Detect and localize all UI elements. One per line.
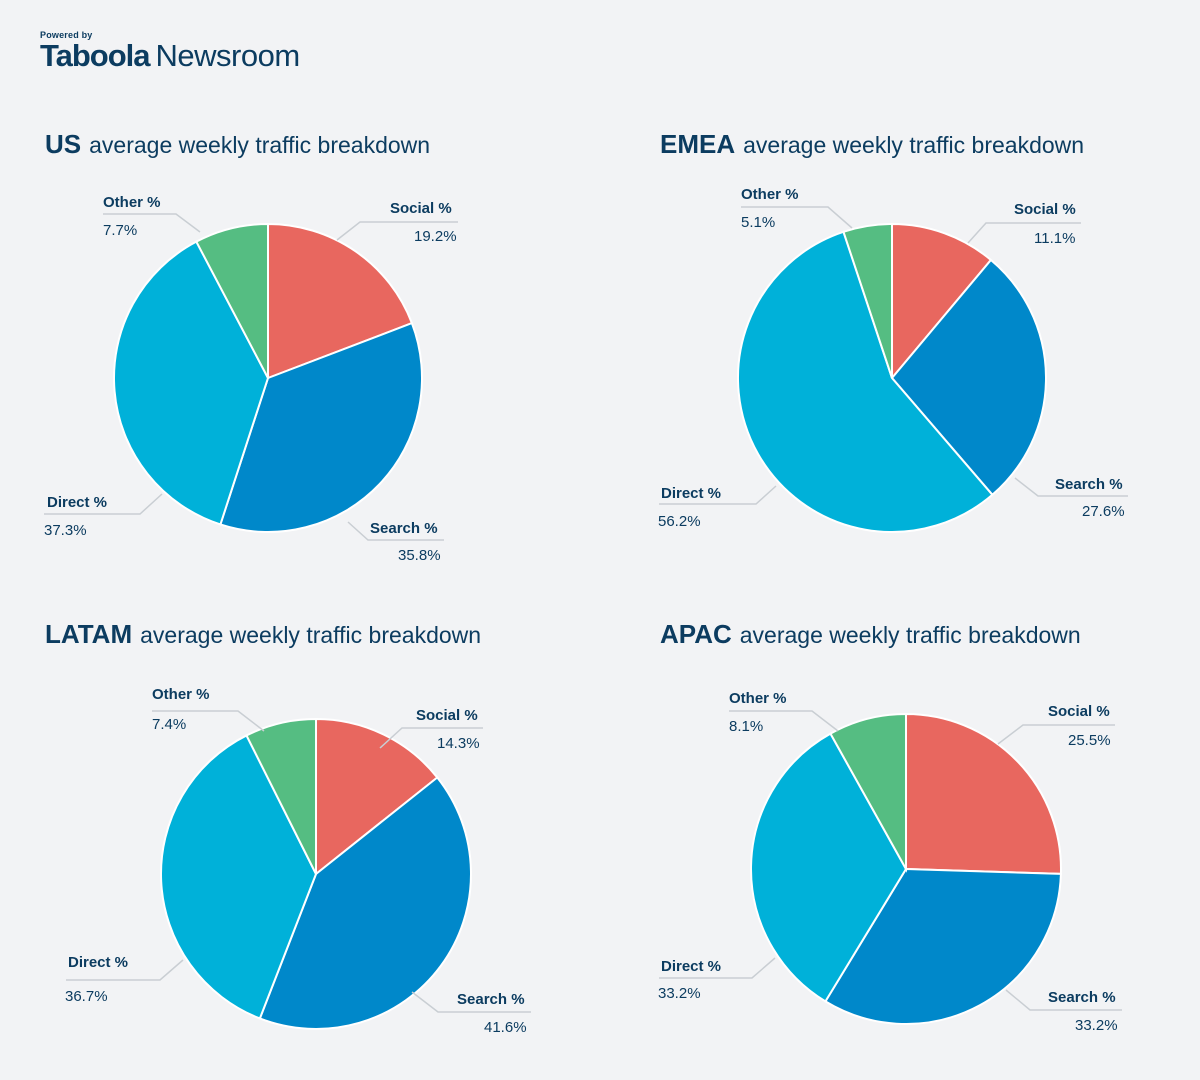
pie-slice-other (245, 717, 317, 875)
chart-title: APAC average weekly traffic breakdown (660, 619, 1081, 649)
chart-title-text: average weekly traffic breakdown (743, 132, 1084, 158)
leader-line-social (967, 222, 1081, 244)
pie-slice-social (905, 712, 1062, 875)
taboola-wordmark: Taboola (40, 38, 151, 73)
slice-value-other: 8.1% (729, 718, 763, 735)
pie-slice-direct (113, 240, 270, 526)
leader-line-search (411, 991, 531, 1013)
pie-slice-search (258, 776, 472, 1030)
leader-line-search (1005, 989, 1122, 1011)
leader-line-other (729, 710, 839, 732)
slice-label-direct: Direct % (47, 494, 107, 511)
powered-by-text: Powered by (40, 30, 93, 40)
pie-slice-social (267, 222, 414, 380)
chart-title: US average weekly traffic breakdown (45, 129, 430, 159)
slice-value-direct: 33.2% (658, 985, 701, 1002)
leader-line-other (741, 206, 853, 229)
chart-title-region: EMEA (660, 129, 735, 159)
slice-value-search: 35.8% (398, 547, 441, 564)
brand-logo: Powered by Taboola Newsroom (40, 30, 300, 71)
chart-title-text: average weekly traffic breakdown (140, 622, 481, 648)
slice-label-other: Other % (152, 686, 210, 703)
slice-value-social: 14.3% (437, 735, 480, 752)
slice-value-social: 11.1% (1034, 230, 1075, 247)
slice-label-other: Other % (729, 690, 787, 707)
slice-value-social: 25.5% (1068, 732, 1111, 749)
chart-title-text: average weekly traffic breakdown (89, 132, 430, 158)
slice-value-other: 7.7% (103, 222, 137, 239)
slice-value-direct: 56.2% (658, 513, 701, 530)
pie-slice-social (891, 222, 993, 381)
slice-label-search: Search % (1055, 476, 1123, 493)
chart-title-region: US (45, 129, 81, 159)
leader-line-social (997, 724, 1115, 745)
leader-line-search (347, 521, 444, 541)
pie-chart-apac: APAC average weekly traffic breakdown Soci… (658, 619, 1122, 1034)
pie-chart-emea: EMEA average weekly traffic breakdown Soci… (658, 129, 1128, 533)
pie-slice-search (890, 258, 1047, 497)
chart-title-region: LATAM (45, 619, 132, 649)
slice-label-direct: Direct % (68, 954, 128, 971)
pie-slice-social (315, 717, 439, 877)
chart-title-region: APAC (660, 619, 732, 649)
slice-label-other: Other % (741, 186, 799, 203)
pie-chart-us: US average weekly traffic breakdown Social… (44, 129, 458, 564)
leader-line-other (103, 213, 201, 233)
pie-slice-other (842, 222, 893, 379)
slice-label-direct: Direct % (661, 958, 721, 975)
slice-label-social: Social % (390, 200, 452, 217)
slice-value-direct: 37.3% (44, 522, 87, 539)
slice-label-social: Social % (1014, 201, 1076, 218)
leader-line-social (379, 727, 483, 749)
pie-slice-direct (737, 230, 994, 533)
slice-value-search: 41.6% (484, 1019, 527, 1036)
leader-line-search (1014, 477, 1128, 497)
newsroom-wordmark: Newsroom (155, 38, 301, 73)
chart-title: LATAM average weekly traffic breakdown (45, 619, 481, 649)
leader-line-direct (66, 959, 184, 981)
pie-slice-search (824, 867, 1062, 1025)
pie-slice-other (829, 712, 907, 873)
slice-label-social: Social % (1048, 703, 1110, 720)
chart-title-text: average weekly traffic breakdown (740, 622, 1081, 648)
slice-value-search: 33.2% (1075, 1017, 1118, 1034)
slice-label-search: Search % (457, 991, 525, 1008)
slice-label-direct: Direct % (661, 485, 721, 502)
leader-line-direct (44, 493, 163, 515)
leader-line-other (152, 710, 265, 732)
leader-line-direct (659, 485, 777, 505)
slice-label-other: Other % (103, 194, 161, 211)
slice-label-search: Search % (1048, 989, 1116, 1006)
leader-line-direct (659, 957, 776, 979)
slice-label-search: Search % (370, 520, 438, 537)
pie-slice-other (195, 222, 269, 379)
pie-chart-latam: LATAM average weekly traffic breakdown Soc… (45, 619, 531, 1036)
leader-line-social (336, 221, 458, 241)
slice-value-other: 7.4% (152, 716, 186, 733)
slice-label-social: Social % (416, 707, 478, 724)
pie-slice-direct (160, 734, 318, 1020)
slice-value-direct: 36.7% (65, 988, 108, 1005)
slice-value-social: 19.2% (414, 228, 457, 245)
slice-value-other: 5.1% (741, 214, 775, 231)
pie-slice-search (219, 321, 423, 533)
chart-title: EMEA average weekly traffic breakdown (660, 129, 1084, 159)
slice-value-search: 27.6% (1082, 503, 1125, 520)
